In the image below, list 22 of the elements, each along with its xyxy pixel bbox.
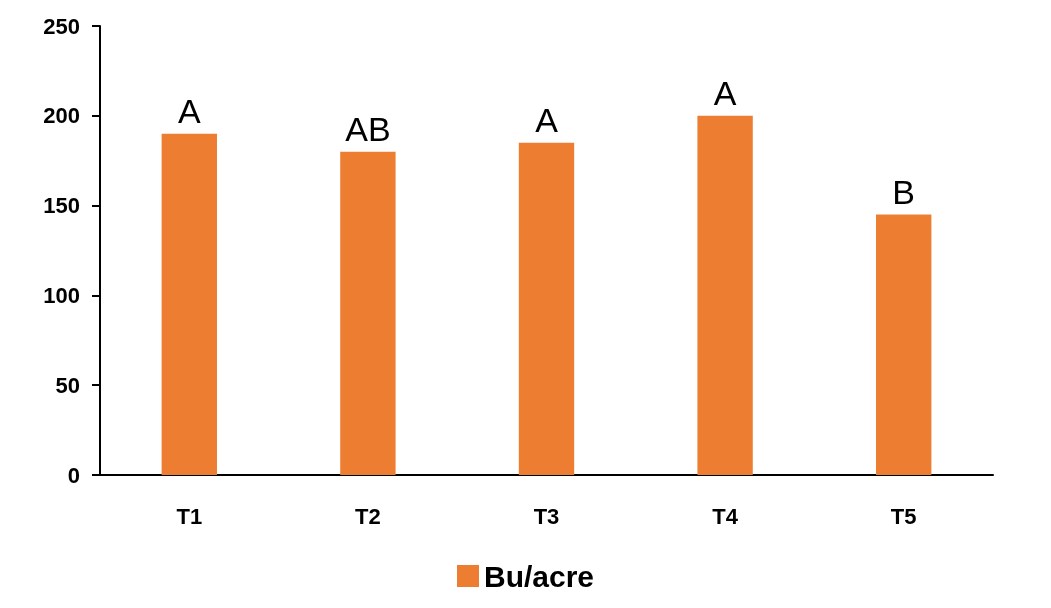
y-tick-label: 50 [55,372,80,398]
annotation: A [177,91,201,130]
y-tick-label: 150 [43,193,80,219]
bar [161,133,217,475]
x-tick-label: T4 [712,503,739,529]
annotation: A [713,73,737,112]
y-tick-label: 0 [67,462,80,488]
x-tick-label: T5 [890,503,917,529]
x-tick-label: T1 [176,503,203,529]
bar [697,115,753,475]
annotation: AB [345,109,391,148]
y-tick-label: 250 [43,13,80,39]
bar [340,151,396,475]
annotation: A [535,100,559,139]
y-tick-label: 200 [43,103,80,129]
legend-label: Bu/acre [483,559,595,593]
bar [876,214,932,475]
x-tick-label: T2 [355,503,381,529]
x-tick-label: T3 [533,503,560,529]
y-tick-label: 100 [43,282,80,308]
annotation: B [892,172,916,211]
bar [518,142,575,475]
